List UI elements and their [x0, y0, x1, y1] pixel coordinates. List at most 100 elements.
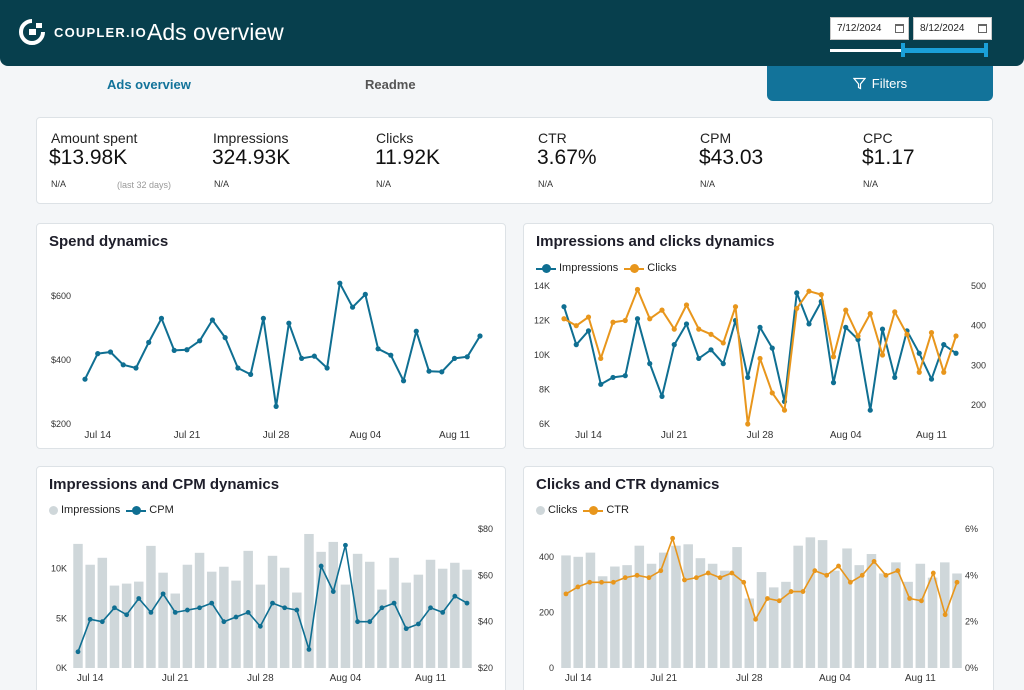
- end-date-input[interactable]: 8/12/2024: [913, 17, 992, 40]
- data-point: [172, 610, 178, 615]
- y-tick-label: 4%: [965, 570, 978, 580]
- data-point: [299, 355, 305, 361]
- date-slider-end-handle[interactable]: [984, 43, 988, 57]
- x-tick-label: Jul 28: [263, 430, 290, 441]
- series-line: [563, 291, 957, 412]
- data-point: [708, 347, 714, 353]
- data-point: [800, 589, 806, 594]
- y-tick-label: 8K: [539, 385, 550, 395]
- data-point: [440, 610, 446, 615]
- data-point: [587, 579, 593, 585]
- bar: [671, 545, 681, 668]
- data-point: [221, 619, 227, 625]
- data-point: [847, 579, 853, 585]
- bar: [768, 587, 779, 668]
- data-point: [87, 616, 93, 622]
- bar: [340, 584, 351, 668]
- data-point: [622, 373, 628, 379]
- bar: [891, 562, 901, 668]
- x-tick-label: Jul 14: [77, 673, 104, 684]
- data-point: [683, 321, 690, 327]
- bar: [365, 561, 375, 668]
- chart-title: Impressions and clicks dynamics: [536, 233, 775, 250]
- data-point: [745, 374, 751, 381]
- y-tick-label: 10K: [51, 564, 67, 574]
- data-point: [806, 321, 812, 327]
- data-point: [367, 619, 373, 625]
- bar: [793, 545, 803, 668]
- data-point: [859, 572, 865, 578]
- bar: [854, 565, 865, 668]
- calendar-icon[interactable]: [978, 24, 987, 33]
- data-point: [757, 355, 763, 362]
- legend-label: Clicks: [548, 504, 578, 516]
- bar: [915, 563, 926, 668]
- kpi-note: (last 32 days): [117, 180, 172, 190]
- legend-item-clicks[interactable]: Clicks: [624, 262, 677, 274]
- data-point: [904, 331, 910, 337]
- data-point: [942, 612, 948, 618]
- bar: [352, 553, 363, 668]
- data-point: [133, 365, 139, 371]
- data-point: [400, 378, 407, 384]
- impressions-cpm-chart[interactable]: 10K 5K 0K $80 $60 $40 $20 Jul 14 Jul 21 Jul 28 Aug…: [37, 467, 507, 690]
- data-point: [671, 342, 677, 348]
- tab-readme[interactable]: Readme: [365, 77, 416, 92]
- legend-item-impressions[interactable]: Impressions: [536, 262, 618, 274]
- calendar-icon[interactable]: [895, 24, 904, 33]
- bar: [316, 551, 326, 668]
- impressions-clicks-chart[interactable]: 14K 12K 10K 8K 6K 500 400 300 200 Jul 14 Jul 21 Jul…: [524, 224, 995, 450]
- data-point: [148, 610, 154, 615]
- x-tick-label: Aug 04: [830, 430, 862, 441]
- bar: [720, 570, 730, 668]
- legend-item-ctr[interactable]: CTR: [583, 504, 629, 516]
- bar: [707, 563, 718, 668]
- x-tick-label: Aug 04: [819, 673, 851, 684]
- kpi-value: 324.93K: [212, 146, 291, 169]
- date-slider-start-handle[interactable]: [901, 43, 906, 57]
- bar: [267, 555, 278, 668]
- y-tick-label: 400: [971, 321, 986, 331]
- y-tick-label: $600: [51, 291, 71, 301]
- data-point: [830, 354, 837, 360]
- y-tick-label: 5K: [56, 613, 67, 623]
- end-date-value: 8/12/2024: [920, 23, 965, 34]
- data-point: [867, 407, 873, 413]
- filters-button[interactable]: Filters: [767, 66, 993, 101]
- data-point: [622, 317, 628, 324]
- spend-dynamics-card: Spend dynamics $600 $400 $200 Jul 14 Jul 21 J…: [36, 223, 506, 449]
- legend-item-clicks[interactable]: Clicks: [536, 504, 577, 516]
- legend-item-cpm[interactable]: CPM: [126, 504, 174, 516]
- y-tick-label: 500: [971, 281, 986, 291]
- data-point: [573, 323, 579, 329]
- data-point: [294, 607, 300, 613]
- series-line: [84, 282, 481, 408]
- bar-marker-icon: [49, 505, 58, 515]
- clicks-ctr-chart[interactable]: 400 200 0 6% 4% 2% 0% Jul 14 Jul 21 Jul 28 Aug 04 A…: [524, 467, 995, 690]
- kpi-label: Amount spent: [51, 130, 138, 146]
- chart-title: Clicks and CTR dynamics: [536, 476, 720, 493]
- spend-dynamics-chart[interactable]: $600 $400 $200 Jul 14 Jul 21 Jul 28 Aug 04 Aug …: [37, 224, 507, 450]
- data-point: [879, 326, 886, 332]
- data-point: [757, 324, 763, 330]
- legend-label: Impressions: [559, 262, 619, 274]
- tab-ads-overview[interactable]: Ads overview: [107, 77, 191, 92]
- kpi-value: $43.03: [699, 146, 764, 169]
- y-tick-label: 6%: [965, 524, 978, 534]
- data-point: [953, 350, 959, 356]
- data-point: [647, 361, 653, 367]
- bar: [121, 583, 132, 668]
- x-tick-label: Jul 21: [650, 673, 677, 684]
- x-tick-label: Jul 21: [162, 673, 189, 684]
- kpi-value: $1.17: [862, 146, 915, 169]
- bar: [437, 568, 448, 668]
- bar: [134, 581, 144, 668]
- data-point: [598, 355, 604, 362]
- data-point: [273, 403, 279, 409]
- bar: [206, 571, 217, 668]
- bar: [219, 566, 229, 668]
- data-point: [741, 579, 747, 585]
- data-point: [95, 351, 101, 357]
- legend-item-impressions[interactable]: Impressions: [49, 504, 120, 516]
- start-date-input[interactable]: 7/12/2024: [830, 17, 909, 40]
